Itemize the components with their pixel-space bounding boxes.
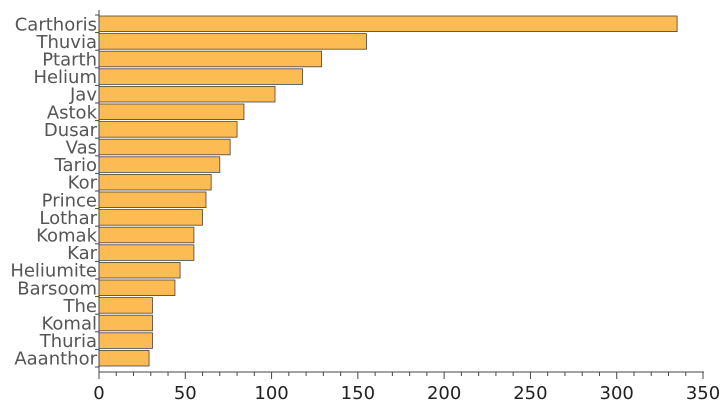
- category-label: Tario: [54, 155, 97, 176]
- bar-dusar: [98, 121, 238, 138]
- bar-thuria: [98, 332, 153, 349]
- category-label: Prince: [42, 190, 97, 211]
- x-tick-label: 0: [93, 383, 104, 404]
- category-label: Carthoris: [15, 14, 97, 35]
- category-label: Dusar: [44, 120, 98, 141]
- category-label: Aaanthor: [14, 349, 97, 370]
- x-tick-label: 200: [427, 383, 461, 404]
- bar-carthoris: [98, 15, 678, 33]
- bar-the: [98, 297, 153, 314]
- category-label: Lothar: [39, 208, 97, 229]
- bar-helium: [98, 68, 304, 85]
- category-label: Thuria: [39, 331, 97, 352]
- x-tick-label: 350: [686, 383, 720, 404]
- x-tick-label: 100: [254, 383, 288, 404]
- category-label: Kor: [68, 173, 98, 194]
- bar-tario: [98, 156, 221, 173]
- bar-ptarth: [98, 50, 323, 68]
- bars-group: [98, 15, 678, 367]
- category-label: Thuvia: [36, 32, 98, 53]
- category-label: Komal: [42, 314, 98, 335]
- category-label: Astok: [47, 102, 98, 123]
- bar-komal: [98, 314, 153, 332]
- category-label: Vas: [66, 138, 97, 159]
- category-label: Kar: [67, 243, 98, 264]
- x-tick-label: 300: [600, 383, 634, 404]
- bar-thuvia: [98, 33, 367, 50]
- bar-kar: [98, 244, 195, 261]
- category-labels-group: CarthorisThuviaPtarthHeliumJavAstokDusar…: [10, 14, 97, 369]
- bar-jav: [98, 86, 276, 103]
- category-label: The: [63, 296, 97, 317]
- bar-prince: [98, 191, 207, 209]
- bar-astok: [98, 103, 245, 121]
- category-label: Jav: [69, 85, 97, 106]
- x-tick-label: 50: [174, 383, 197, 404]
- bar-heliumite: [98, 261, 181, 279]
- category-label: Barsoom: [17, 278, 97, 299]
- bar-aaanthor: [98, 349, 150, 367]
- category-label: Ptarth: [42, 50, 97, 71]
- category-label: Heliumite: [10, 261, 97, 282]
- bar-komak: [98, 226, 195, 244]
- category-label: Helium: [33, 67, 97, 88]
- axes-group: [95, 10, 704, 379]
- bar-vas: [98, 138, 231, 156]
- category-label: Komak: [36, 226, 97, 247]
- x-tick-label: 150: [341, 383, 375, 404]
- x-tick-label: 250: [513, 383, 547, 404]
- bar-lothar: [98, 209, 203, 226]
- tick-labels-group: 0 50 100 150 200 250 300 350: [93, 383, 720, 404]
- bar-barsoom: [98, 279, 176, 297]
- bar-kor: [98, 173, 212, 191]
